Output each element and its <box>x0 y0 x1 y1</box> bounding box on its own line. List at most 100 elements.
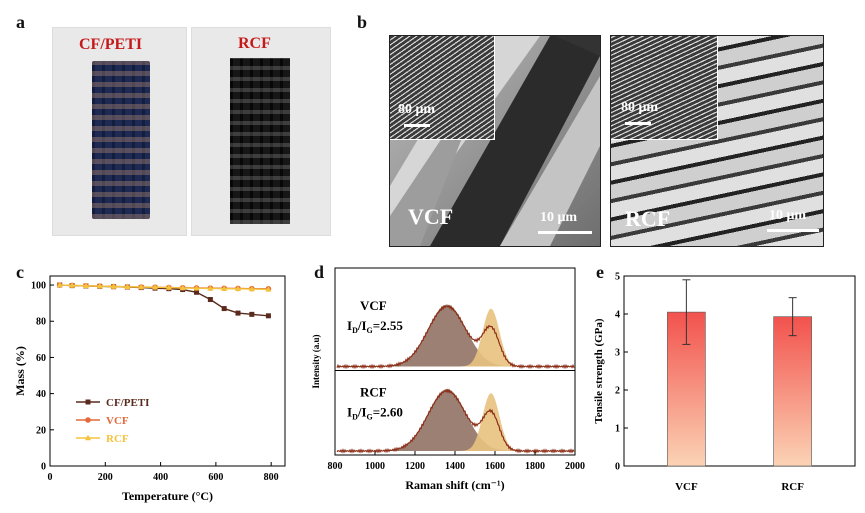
data-point <box>207 297 213 303</box>
raman-spectrum <box>336 304 575 370</box>
sem-rcf-inset-scale: 80 μm <box>621 100 659 115</box>
sem-vcf-scalebar <box>538 231 592 234</box>
x-tick-label: 2000 <box>565 461 585 472</box>
data-point <box>82 282 89 288</box>
y-tick-label: 2 <box>615 386 620 397</box>
sem-rcf-scale: 10 μm <box>769 208 807 223</box>
sem-vcf: 80 μm VCF 10 μm <box>389 35 601 247</box>
chart-e-tensile: 0 1 2 3 4 5 Tensile strength (GPa) VCF RCF <box>593 272 856 493</box>
data-point <box>152 284 159 290</box>
y-tick-label: 0 <box>615 462 620 473</box>
legend-marker <box>85 434 91 441</box>
x-tick-label: 1000 <box>365 461 385 472</box>
legend-marker <box>85 399 91 405</box>
cf-peti-title: CF/PETI <box>79 36 143 53</box>
id-ig-ratio: ID/IG=2.55 <box>347 318 403 335</box>
x-axis-label: Raman shift (cm⁻¹) <box>405 478 504 492</box>
sem-vcf-scale: 10 μm <box>540 210 578 225</box>
x-tick-label: 0 <box>48 472 53 483</box>
x-tick-label: 1600 <box>485 461 505 472</box>
sem-rcf: 80 μm RCF 10 μm <box>610 35 824 247</box>
sem-vcf-inset-scale: 80 μm <box>398 102 436 117</box>
data-point <box>221 306 227 312</box>
x-tick-label: 800 <box>328 461 343 472</box>
data-point <box>221 285 228 291</box>
y-tick-label: 40 <box>36 389 46 400</box>
chart-c-tga: 0 200 400 600 800 0 20 40 60 80 100 Temperature (°C… <box>13 275 286 503</box>
legend-marker <box>85 417 91 423</box>
panel-label-a: a <box>16 12 25 32</box>
sem-rcf-inset-scalebar <box>625 122 651 125</box>
data-point <box>179 284 186 291</box>
panel-label-d: d <box>314 262 325 282</box>
raman-spectrum <box>336 388 575 454</box>
y-tick-label: 3 <box>615 348 620 359</box>
y-tick-label: 80 <box>36 317 46 328</box>
x-tick-label: 1200 <box>405 461 425 472</box>
data-point <box>249 311 255 317</box>
sem-vcf-fibers <box>390 36 600 246</box>
sem-rcf-scalebar <box>767 229 819 232</box>
data-point <box>124 283 131 290</box>
sem-vcf-inset-scalebar <box>404 124 430 127</box>
data-point <box>110 283 117 289</box>
id-ig-ratio: ID/IG=2.60 <box>347 405 403 422</box>
data-point <box>235 285 241 292</box>
data-point <box>96 282 103 289</box>
cf-peti-fabric <box>92 61 150 219</box>
x-tick-label: 1400 <box>445 461 465 472</box>
g-band-fit <box>455 308 527 367</box>
rcf-fabric <box>230 58 290 224</box>
data-point <box>235 310 241 316</box>
data-point <box>207 285 214 291</box>
x-tick-label: 200 <box>98 472 113 483</box>
data-point <box>248 285 255 292</box>
sample-label: RCF <box>360 385 387 400</box>
plot-frame <box>623 275 856 467</box>
data-point <box>69 282 76 288</box>
x-category-label: VCF <box>675 481 698 493</box>
y-tick-label: 0 <box>41 462 46 473</box>
bar-rcf <box>773 316 812 467</box>
panel-label-c: c <box>16 262 24 282</box>
sem-vcf-name: VCF <box>408 204 454 229</box>
panel-label-e: e <box>596 262 604 282</box>
sem-rcf-name: RCF <box>625 206 671 231</box>
series-line-rcf <box>59 284 269 291</box>
y-axis-label: Mass (%) <box>13 346 27 396</box>
legend-label: RCF <box>106 433 129 445</box>
photo-cf-peti <box>52 27 187 236</box>
y-tick-label: 5 <box>615 272 620 283</box>
plot-frame <box>49 275 286 467</box>
x-tick-label: 800 <box>264 472 279 483</box>
data-point <box>265 286 272 292</box>
y-tick-label: 4 <box>615 310 620 321</box>
g-band-fit <box>455 393 527 451</box>
data-point <box>165 284 172 290</box>
y-tick-label: 100 <box>31 281 46 292</box>
data-point <box>138 283 145 290</box>
y-axis-label: Tensile strength (GPa) <box>593 318 605 423</box>
sample-label: VCF <box>360 298 387 313</box>
x-tick-label: 600 <box>208 472 223 483</box>
chart-d-raman: 800 1000 1200 1400 1600 1800 2000 Raman shift (… <box>311 267 585 492</box>
legend-label: CF/PETI <box>106 397 149 409</box>
photo-rcf <box>191 27 331 236</box>
x-tick-label: 400 <box>153 472 168 483</box>
y-axis-label: Intensity (a.u) <box>311 334 321 388</box>
y-tick-label: 60 <box>36 353 46 364</box>
data-point <box>56 281 63 288</box>
x-tick-label: 1800 <box>525 461 545 472</box>
rcf-title: RCF <box>238 35 271 52</box>
y-tick-label: 20 <box>36 425 46 436</box>
data-point <box>194 289 200 295</box>
sem-vcf-inset <box>390 36 495 140</box>
y-tick-label: 1 <box>615 424 620 435</box>
data-point <box>193 285 200 291</box>
d-band-fit <box>385 389 515 451</box>
panel-label-b: b <box>357 12 368 32</box>
legend-label: VCF <box>106 415 129 427</box>
data-point <box>265 313 271 319</box>
d-band-fit <box>385 304 515 367</box>
x-axis-label: Temperature (°C) <box>122 489 213 503</box>
